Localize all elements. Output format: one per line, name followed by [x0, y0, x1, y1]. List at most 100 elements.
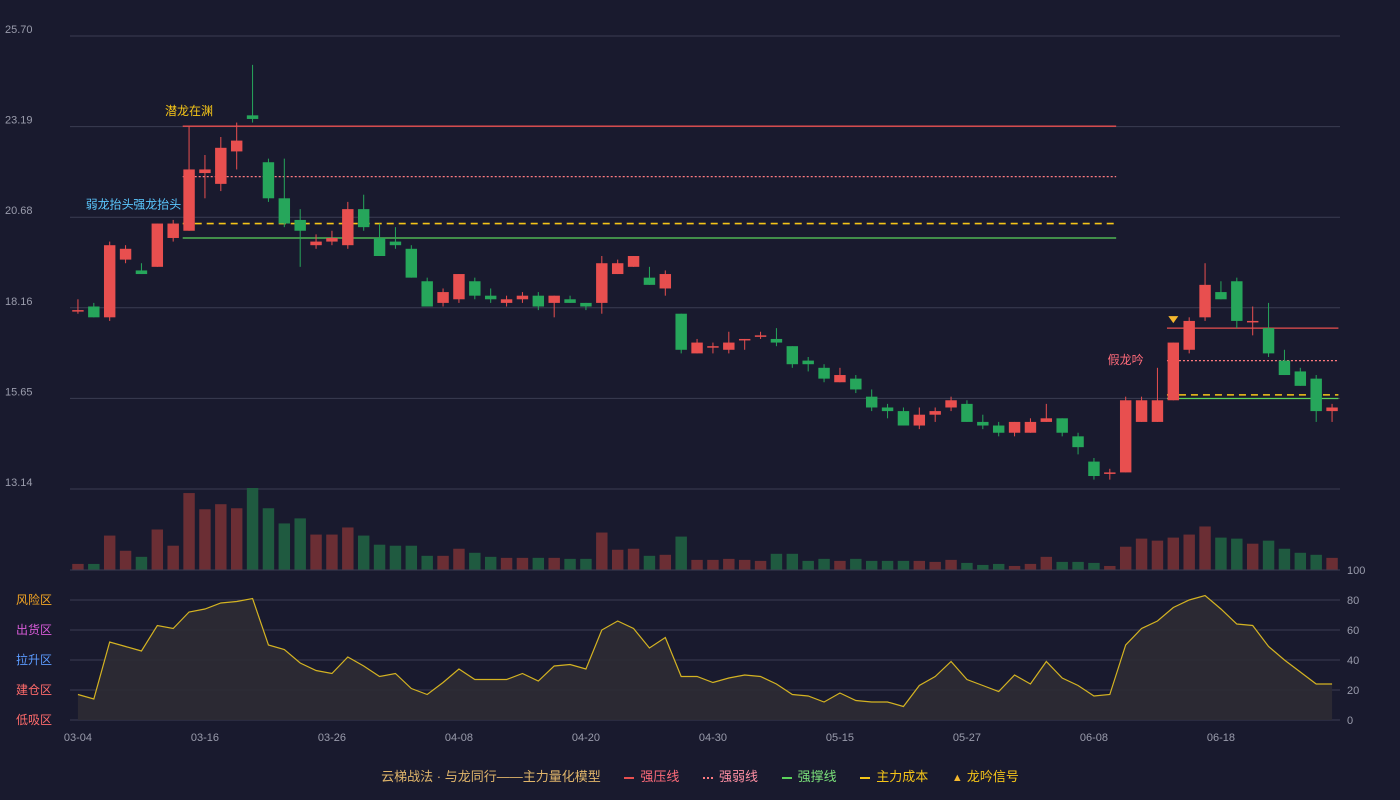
volume-bar	[707, 559, 719, 570]
volume-bar	[437, 555, 449, 570]
candle-body	[532, 295, 545, 307]
volume-bar	[151, 529, 164, 570]
date-tick-label: 03-04	[64, 732, 92, 744]
candle-body	[1151, 400, 1164, 422]
oscillator-tick-label: 60	[1347, 625, 1359, 637]
legend-model-title: 云梯战法 · 与龙同行——主力量化模型	[381, 769, 601, 784]
volume-bar	[627, 548, 640, 570]
volume-bar	[818, 558, 830, 570]
candle-body	[723, 342, 735, 350]
candle-body	[119, 248, 132, 260]
candle-body	[1008, 421, 1021, 433]
volume-bar	[786, 553, 799, 570]
volume-bar	[516, 557, 529, 570]
volume-bar	[1278, 548, 1291, 570]
volume-bar	[532, 557, 545, 570]
legend-swatch-cost	[860, 776, 871, 779]
volume-bar	[1119, 546, 1132, 570]
volume-bar	[564, 558, 576, 570]
candle-body	[786, 346, 799, 365]
candle-body	[945, 400, 957, 408]
candle-body	[992, 425, 1005, 433]
volume-bar	[1056, 561, 1068, 570]
chart-legend: 云梯战法 · 与龙同行——主力量化模型 强压线 强弱线 强撑线 主力成本 ▲ 龙吟…	[0, 766, 1400, 785]
volume-bar	[103, 535, 116, 570]
signal-arrow-icon	[1168, 316, 1179, 324]
candle-body	[373, 237, 386, 257]
price-tick-label: 23.19	[5, 115, 33, 127]
date-tick-label: 03-26	[318, 732, 346, 744]
date-tick-label: 05-15	[826, 732, 854, 744]
candle-body	[135, 270, 148, 275]
legend-item-strength: 强弱线	[703, 769, 758, 784]
volume-bar	[230, 508, 243, 570]
candle-body	[881, 407, 894, 412]
candle-body	[469, 281, 481, 296]
volume-bar	[738, 559, 751, 570]
candle-body	[167, 223, 179, 238]
volume-bar	[342, 527, 354, 570]
candle-body	[294, 219, 306, 231]
volume-bar	[262, 508, 275, 570]
candle-body	[1199, 284, 1211, 318]
signal-annotation: 弱龙抬头	[86, 198, 134, 212]
triangle-icon: ▲	[951, 772, 963, 784]
candle-body	[405, 248, 418, 278]
candle-body	[278, 198, 291, 224]
date-tick-label: 06-18	[1207, 732, 1235, 744]
legend-swatch-support	[781, 776, 792, 779]
volume-bar	[278, 523, 291, 570]
candle-body	[802, 360, 814, 365]
volume-bar	[1183, 534, 1195, 570]
volume-bar	[770, 553, 783, 570]
candle-body	[627, 256, 640, 267]
volume-bar	[945, 559, 957, 570]
volume-bar	[373, 544, 386, 570]
volume-bar	[310, 534, 322, 570]
candle-body	[199, 169, 211, 174]
volume-bar	[881, 560, 894, 570]
candle-body	[580, 302, 592, 307]
oscillator-tick-label: 20	[1347, 685, 1359, 697]
candle-body	[913, 414, 926, 426]
candle-body	[1088, 461, 1100, 477]
volume-bar	[1135, 538, 1148, 570]
volume-bar	[897, 560, 910, 570]
candle-body	[72, 310, 84, 312]
candle-body	[675, 313, 687, 350]
volume-bar	[1088, 562, 1100, 570]
volume-bar	[913, 560, 926, 570]
volume-bar	[1262, 540, 1275, 570]
candle-body	[342, 209, 354, 246]
date-tick-label: 04-20	[572, 732, 600, 744]
volume-bar	[500, 557, 513, 570]
volume-bar	[659, 554, 672, 570]
candle-body	[1072, 436, 1084, 448]
candle-body	[1294, 371, 1307, 386]
oscillator-zone-label: 拉升区	[16, 652, 52, 667]
volume-bar	[453, 548, 465, 570]
candle-body	[770, 338, 783, 343]
candle-body	[707, 346, 719, 348]
volume-bar	[246, 488, 259, 570]
oscillator-zone-label: 出货区	[16, 622, 52, 637]
candle-body	[1215, 292, 1227, 300]
volume-bar	[961, 562, 973, 570]
candle-body	[850, 378, 862, 390]
oscillator-zone-label: 风险区	[16, 592, 52, 607]
candle-body	[88, 306, 100, 318]
volume-bar	[1294, 552, 1307, 570]
candle-body	[1310, 378, 1322, 412]
signal-annotation: 假龙吟	[1108, 352, 1144, 367]
candle-body	[1040, 418, 1053, 422]
volume-bar	[929, 561, 941, 570]
volume-bar	[326, 534, 338, 570]
candle-body	[357, 209, 370, 228]
candle-body	[215, 147, 227, 184]
candle-body	[1262, 328, 1275, 354]
volume-bar	[596, 532, 608, 570]
volume-bar	[167, 545, 179, 570]
volume-bar	[1008, 565, 1021, 570]
candle-body	[500, 299, 513, 303]
candle-body	[1231, 281, 1243, 321]
